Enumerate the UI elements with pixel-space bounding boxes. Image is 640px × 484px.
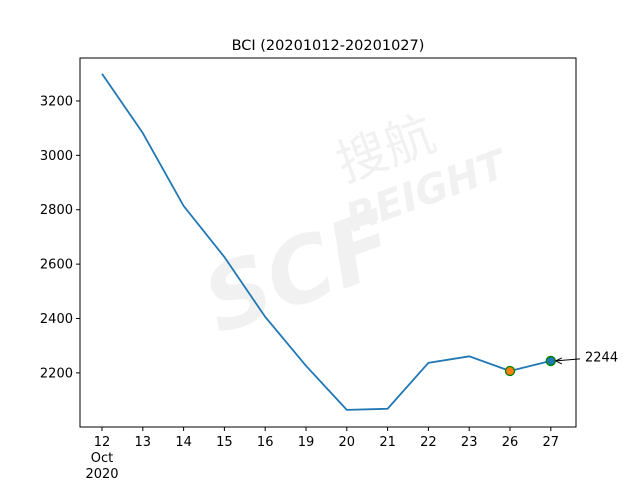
x-sublabel: 2020 <box>85 467 118 480</box>
plot-area: 2244 <box>101 73 618 411</box>
y-tick-label: 3000 <box>40 149 73 164</box>
x-tick-label: 27 <box>543 435 560 450</box>
x-tick-label: 14 <box>175 435 192 450</box>
y-tick-label: 2800 <box>40 203 73 218</box>
y-tick-label: 3200 <box>40 94 73 109</box>
series-line <box>101 73 552 411</box>
x-tick-label: 16 <box>257 435 274 450</box>
y-tick-label: 2400 <box>40 312 73 327</box>
x-tick-label: 21 <box>379 435 396 450</box>
data-point-marker <box>545 355 556 367</box>
data-point-marker <box>504 365 516 377</box>
y-tick-label: 2600 <box>40 258 73 273</box>
x-sublabel: Oct <box>91 451 113 466</box>
x-tick-label: 15 <box>216 435 233 450</box>
axes-frame <box>79 57 577 428</box>
annotation-label: 2244 <box>585 350 618 365</box>
y-tick-label: 2200 <box>40 366 73 381</box>
y-axis: 2200 2400 2600 2800 3000 3200 <box>40 94 80 381</box>
annotation-arrowhead <box>554 357 563 365</box>
x-tick-label: 13 <box>135 435 152 450</box>
x-tick-label: 19 <box>298 435 315 450</box>
x-tick-label: 26 <box>502 435 519 450</box>
x-tick-label: 20 <box>339 435 356 450</box>
chart-title: BCI (20201012-20201027) <box>232 38 425 54</box>
x-tick-label: 12 <box>94 435 111 450</box>
x-tick-label: 23 <box>461 435 478 450</box>
watermark: SCF 搜航 REIGHT <box>191 105 515 355</box>
x-tick-label: 22 <box>420 435 437 450</box>
